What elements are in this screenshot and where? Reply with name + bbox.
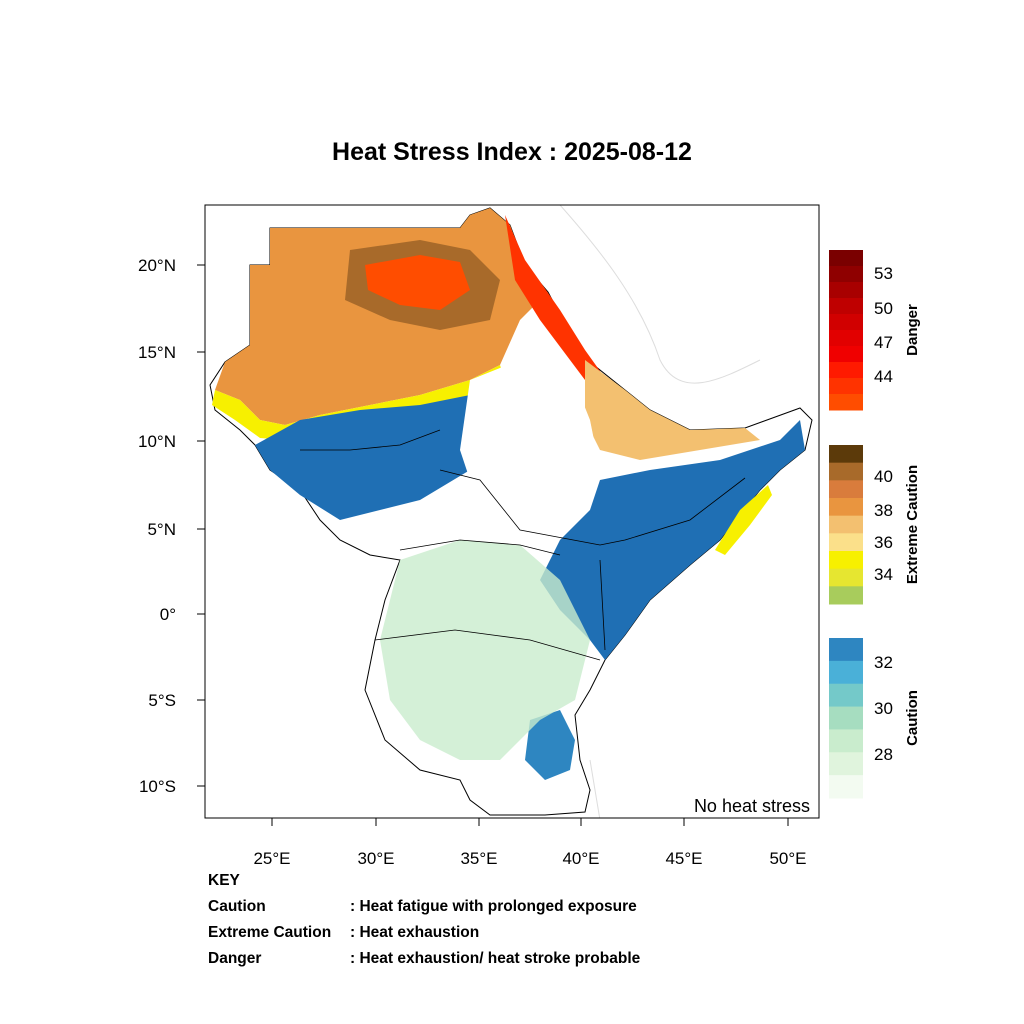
colorbar-title: Caution (904, 690, 921, 746)
colorbar-tick-label: 36 (874, 533, 893, 552)
lat-tick-label: 5°S (148, 691, 176, 710)
colorbar-title: Danger (904, 304, 921, 356)
colorbar-swatch (829, 551, 863, 570)
colorbar-swatch (829, 362, 863, 379)
ethiopian-highlands (460, 360, 600, 540)
lon-tick-label: 50°E (769, 849, 806, 868)
colorbar-swatch (829, 586, 863, 605)
colorbar-swatch (829, 314, 863, 331)
colorbar-swatch (829, 330, 863, 347)
lat-tick-label: 10°N (138, 432, 176, 451)
colorbar-tick-label: 40 (874, 467, 893, 486)
colorbar-tick-label: 34 (874, 565, 893, 584)
colorbar-tick-label: 47 (874, 333, 893, 352)
latitude-axis: 20°N 15°N 10°N 5°N 0° 5°S 10°S (138, 256, 205, 796)
colorbar-swatch (829, 266, 863, 283)
colorbar-swatch (829, 346, 863, 363)
lat-tick-label: 0° (160, 605, 176, 624)
lat-tick-label: 10°S (139, 777, 176, 796)
colorbar-tick-label: 53 (874, 264, 893, 283)
colorbar-swatch (829, 568, 863, 587)
colorbar-swatch (829, 282, 863, 299)
caution-zone-south (525, 710, 575, 780)
lat-tick-label: 20°N (138, 256, 176, 275)
colorbar-tick-label: 30 (874, 699, 893, 718)
colorbar-tick-label: 32 (874, 653, 893, 672)
lon-tick-label: 40°E (562, 849, 599, 868)
map-title: Heat Stress Index : 2025-08-12 (332, 138, 692, 166)
colorbar-swatch (829, 683, 863, 708)
colorbar-tick-label: 50 (874, 299, 893, 318)
colorbar-swatch (829, 729, 863, 753)
colorbar-tick-label: 44 (874, 367, 893, 386)
colorbar-swatch (829, 250, 863, 267)
colorbar-swatch (829, 378, 863, 395)
lat-tick-label: 5°N (147, 520, 176, 539)
colorbar-swatch (829, 394, 863, 411)
danger-colorbar: 53 50 47 44 Danger (829, 250, 921, 411)
lon-tick-label: 35°E (460, 849, 497, 868)
colorbar-swatch (829, 515, 863, 534)
colorbar-swatch (829, 298, 863, 315)
colorbar-tick-label: 28 (874, 745, 893, 764)
longitude-axis: 25°E 30°E 35°E 40°E 45°E 50°E (253, 818, 807, 868)
colorbar-swatch (829, 445, 863, 464)
horn-hot-zone (585, 360, 760, 460)
caution-colorbar: 32 30 28 Caution (829, 638, 921, 799)
colorbar-title: Extreme Caution (904, 465, 921, 584)
lat-tick-label: 15°N (138, 343, 176, 362)
danger-zone (365, 255, 470, 310)
lon-tick-label: 25°E (253, 849, 290, 868)
plot-frame (204, 204, 820, 819)
light-caution-zone (380, 540, 590, 760)
colorbar-swatch (829, 752, 863, 776)
colorbar-swatch (829, 462, 863, 481)
yellow-patch-somalia (715, 485, 772, 555)
colorbar-swatch (829, 706, 863, 730)
colorbar-swatch (829, 498, 863, 517)
colorbar-swatch (829, 660, 863, 685)
caution-zone-east (540, 420, 805, 660)
colorbar-swatch (829, 480, 863, 499)
colorbar-tick-label: 38 (874, 501, 893, 520)
colorbar-swatch (829, 638, 863, 662)
colorbar-swatch (829, 533, 863, 552)
no-heat-stress-label: No heat stress (694, 796, 810, 816)
caution-zone-west (255, 380, 500, 520)
lon-tick-label: 45°E (665, 849, 702, 868)
lon-tick-label: 30°E (357, 849, 394, 868)
extreme-caution-colorbar: 40 38 36 34 Extreme Caution (829, 445, 921, 605)
map-area (209, 205, 813, 818)
colorbar-swatch (829, 775, 863, 799)
